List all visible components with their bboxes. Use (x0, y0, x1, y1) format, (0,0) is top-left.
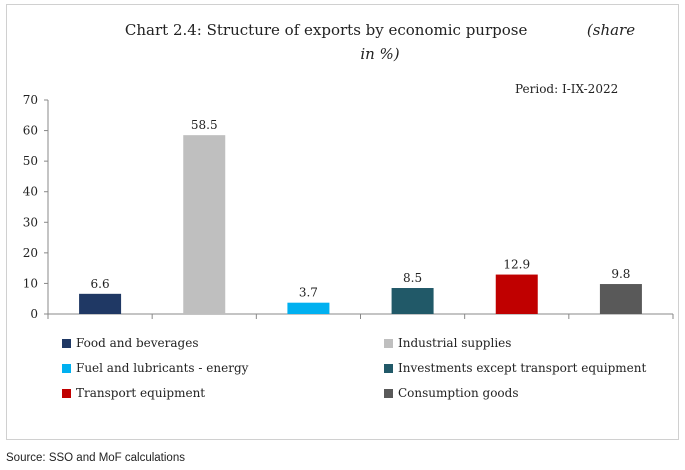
y-tick-label: 10 (23, 276, 38, 290)
chart-unit-part2: in %) (360, 45, 400, 63)
data-labels: 6.6 58.5 3.7 8.5 12.9 9.8 (91, 118, 631, 300)
y-tick-label: 60 (23, 124, 38, 138)
y-tick-label: 30 (23, 215, 38, 229)
legend-label: Fuel and lubricants - energy (76, 361, 249, 375)
legend-swatch (62, 364, 71, 373)
legend-item: Investments except transport equipment (384, 361, 646, 375)
chart-unit-part1: (share (586, 21, 636, 39)
legend-swatch (384, 389, 393, 398)
y-tick-label: 40 (23, 185, 38, 199)
legend-swatch (62, 389, 71, 398)
legend-label: Food and beverages (76, 336, 199, 350)
legend-swatch (384, 339, 393, 348)
legend-item: Consumption goods (384, 386, 518, 400)
legend-item: Fuel and lubricants - energy (62, 361, 248, 375)
y-tick-label: 50 (23, 154, 38, 168)
bar (599, 284, 642, 314)
bar (79, 293, 122, 314)
data-label: 9.8 (611, 267, 630, 281)
bar (183, 135, 226, 314)
legend-label: Transport equipment (76, 386, 206, 400)
legend-item: Industrial supplies (384, 336, 511, 350)
y-tick-label: 70 (23, 93, 38, 107)
chart-title: Chart 2.4: Structure of exports by econo… (124, 21, 528, 39)
data-label: 6.6 (91, 277, 110, 291)
legend-label: Consumption goods (398, 386, 519, 400)
data-label: 12.9 (503, 258, 530, 272)
bar (287, 302, 330, 314)
legend-item: Transport equipment (62, 386, 205, 400)
data-label: 8.5 (403, 271, 422, 285)
data-label: 3.7 (299, 286, 318, 300)
period-label: Period: I-IX-2022 (515, 82, 619, 96)
legend-label: Industrial supplies (398, 336, 512, 350)
bar (495, 274, 538, 314)
y-tick-label: 0 (30, 307, 38, 321)
bars (79, 135, 642, 314)
chart-frame (6, 4, 679, 440)
legend-swatch (62, 339, 71, 348)
bar (391, 288, 434, 314)
y-tick-label: 20 (23, 246, 38, 260)
axes: 0 10 20 30 40 50 60 70 (23, 93, 674, 321)
source-note: Source: SSO and MoF calculations (6, 452, 185, 464)
data-label: 58.5 (191, 118, 218, 132)
legend-label: Investments except transport equipment (398, 361, 647, 375)
chart-title-block: Chart 2.4: Structure of exports by econo… (100, 18, 660, 66)
legend-swatch (384, 364, 393, 373)
legend-item: Food and beverages (62, 336, 199, 350)
